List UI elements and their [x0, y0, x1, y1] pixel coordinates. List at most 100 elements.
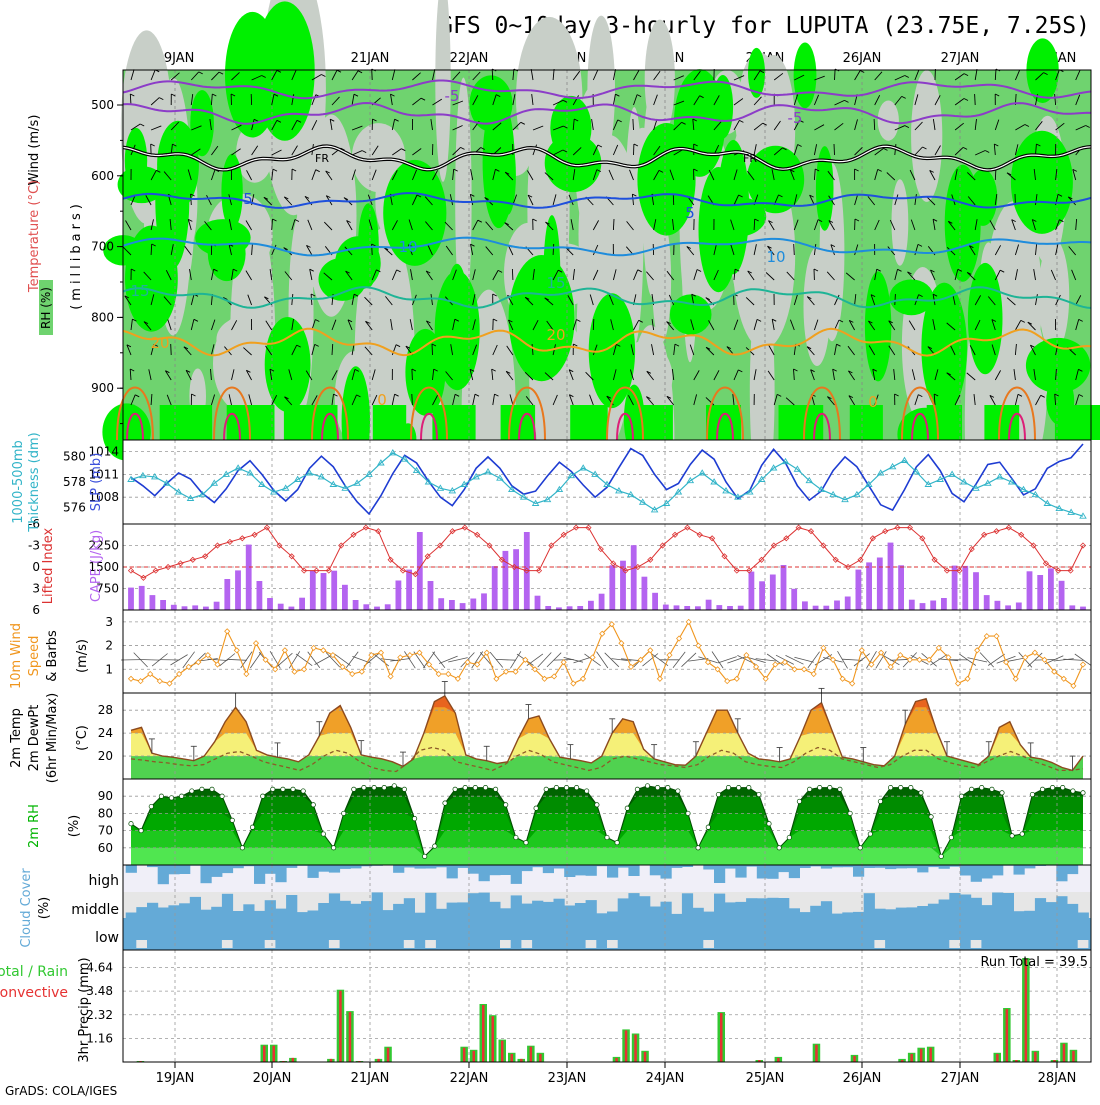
rh-marker	[990, 787, 994, 791]
cloud-high-bar	[554, 865, 565, 869]
cloud-mid-bar	[949, 893, 960, 918]
date-label-top: 21JAN	[351, 51, 390, 66]
contour-label: FR	[743, 152, 757, 165]
rh-marker	[757, 792, 761, 796]
cloud-high-bar	[971, 865, 982, 882]
cape-bar	[845, 597, 851, 611]
cloud-mid-bar	[243, 904, 254, 918]
cloud-high-bar	[500, 865, 511, 875]
cloud-mid-bar	[992, 893, 1003, 919]
cape-bar	[257, 581, 263, 610]
footer-credit: GrADS: COLA/IGES	[5, 1084, 117, 1098]
cloud-high-bar	[607, 865, 618, 878]
cape-bar	[823, 606, 829, 610]
cloud-mid-bar	[671, 914, 682, 918]
cloud-low-gap	[222, 940, 233, 948]
rh-moist-patch	[195, 219, 250, 256]
rh-marker	[696, 846, 700, 850]
cape-bar	[513, 549, 519, 610]
label-10m-wind: 10m Wind	[9, 623, 24, 689]
rh-marker	[666, 785, 670, 789]
wind-barb	[432, 344, 433, 355]
cape-bar	[1080, 607, 1086, 610]
cloud-high-bar	[725, 865, 736, 869]
cloud-high-bar	[767, 865, 778, 879]
wind-barb	[593, 319, 594, 330]
cape-bar	[588, 601, 594, 610]
rh-marker	[352, 787, 356, 791]
cloud-mid-bar	[532, 901, 543, 918]
y-tick-label: 580	[63, 450, 86, 464]
cape-bar	[930, 601, 936, 611]
cloud-high-bar	[661, 865, 672, 879]
rh-dry-patch	[1039, 239, 1070, 353]
wind-barb	[553, 244, 554, 255]
y-tick-label: 3	[105, 615, 113, 629]
precip-convective-bar	[815, 1045, 818, 1062]
rh-moist-patch	[373, 405, 406, 440]
cloud-high-bar	[340, 865, 351, 869]
precip-convective-bar	[777, 1058, 780, 1062]
rh-marker	[129, 822, 133, 826]
rh-marker	[433, 844, 437, 848]
precip-convective-bar	[853, 1056, 856, 1062]
cloud-high-bar	[222, 865, 233, 873]
cloud-mid-bar	[489, 902, 500, 918]
contour-label: 15	[546, 274, 565, 292]
rh-marker	[686, 811, 690, 815]
cloud-mid-bar	[735, 902, 746, 918]
y-tick-label: -3	[28, 539, 40, 553]
label-speed: Speed	[27, 636, 42, 677]
contour-label: -5	[788, 109, 803, 127]
cloud-mid-bar	[789, 908, 800, 918]
rh-marker	[716, 792, 720, 796]
cloud-mid-bar	[928, 904, 939, 918]
cape-bar	[695, 606, 701, 610]
cloud-high-bar	[318, 865, 329, 872]
cloud-high-bar	[735, 865, 746, 878]
contour-label: 0	[377, 391, 387, 409]
date-label-bottom: 28JAN	[1038, 1071, 1077, 1086]
cape-bar	[278, 604, 284, 610]
cloud-mid-bar	[554, 899, 565, 918]
cloud-high-bar	[265, 865, 276, 874]
precip-convective-bar	[482, 1005, 485, 1062]
cloud-high-bar	[564, 865, 575, 877]
cloud-level-middle: middle	[71, 902, 119, 918]
precip-convective-bar	[615, 1058, 618, 1062]
cloud-mid-bar	[158, 908, 169, 919]
rh-marker	[483, 785, 487, 789]
cloud-high-bar	[543, 865, 554, 873]
rh-dry-patch	[892, 179, 909, 265]
cape-bar	[781, 565, 787, 610]
cloud-mid-bar	[607, 912, 618, 919]
rh-marker	[311, 803, 315, 807]
cloud-high-bar	[425, 865, 436, 869]
cloud-level-high: high	[88, 873, 119, 889]
label-cloud-cover: Cloud Cover	[19, 868, 34, 948]
cloud-mid-bar	[447, 903, 458, 918]
cape-bar	[952, 566, 958, 610]
cloud-high-bar	[650, 865, 661, 875]
cloud-mid-bar	[1078, 913, 1089, 919]
cape-bar	[449, 600, 455, 610]
precip-convective-bar	[720, 1013, 723, 1062]
cloud-mid-bar	[425, 893, 436, 918]
rh-marker	[200, 787, 204, 791]
cloud-high-bar	[415, 865, 426, 869]
wind-barb	[492, 69, 493, 80]
cape-bar	[567, 606, 573, 610]
cloud-low-gap	[703, 940, 714, 948]
cloud-high-bar	[254, 865, 265, 884]
cape-bar	[246, 545, 252, 610]
rh-marker	[1040, 787, 1044, 791]
cape-bar	[973, 572, 979, 610]
precip-convective-bar	[349, 1012, 352, 1062]
cloud-mid-bar	[981, 905, 992, 918]
cloud-low-gap	[1078, 940, 1089, 948]
date-label-bottom: 20JAN	[253, 1071, 292, 1086]
precip-convective-bar	[910, 1054, 913, 1062]
cloud-high-bar	[778, 865, 789, 872]
